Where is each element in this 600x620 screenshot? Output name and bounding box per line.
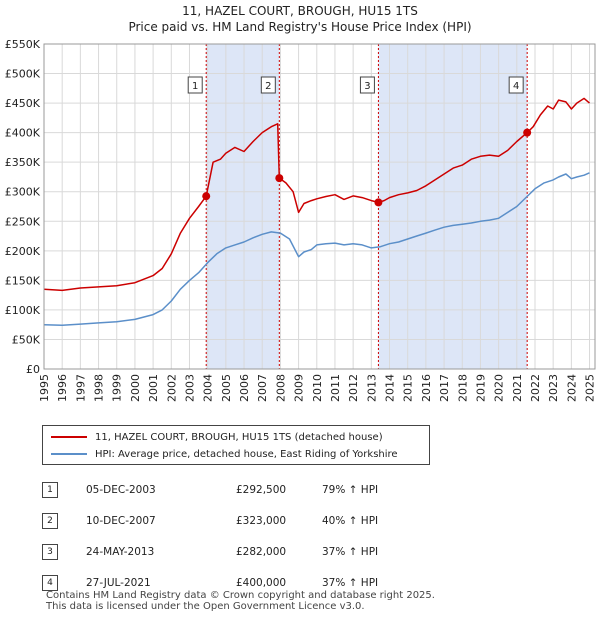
sale-label-number: 1: [192, 81, 198, 92]
sale-point: [275, 174, 284, 183]
x-tick-label: 2007: [256, 374, 269, 402]
y-tick-label: £500K: [5, 68, 41, 81]
x-tick-label: 1999: [111, 374, 124, 402]
chart-title: 11, HAZEL COURT, BROUGH, HU15 1TS: [182, 4, 418, 18]
table-row: 4 27-JUL-2021 £400,000 37% ↑ HPI: [42, 567, 378, 598]
y-tick-label: £350K: [5, 156, 41, 169]
chart-subtitle: Price paid vs. HM Land Registry's House …: [128, 20, 472, 34]
x-tick-label: 1997: [74, 374, 87, 402]
sale-price: £323,000: [236, 514, 287, 527]
x-tick-label: 2000: [129, 374, 142, 402]
sale-label-box: [187, 76, 203, 94]
sale-marker-box: 4: [42, 574, 58, 591]
sale-marker-box: 1: [42, 481, 58, 498]
ownership-band: [206, 44, 280, 369]
y-tick-label: £200K: [5, 245, 41, 258]
y-tick-label: £400K: [5, 127, 41, 140]
table-row: 1 05-DEC-2003 £292,500 79% ↑ HPI: [42, 474, 378, 505]
y-tick-label: £100K: [5, 304, 41, 317]
footer: Contains HM Land Registry data © Crown c…: [46, 590, 435, 612]
sale-label-number: 2: [265, 81, 271, 92]
x-tick-label: 2023: [547, 374, 560, 402]
sale-label-number: 4: [513, 81, 519, 92]
sale-hpi-change: 37% ↑ HPI: [322, 576, 379, 589]
sale-point: [523, 128, 532, 137]
x-tick-label: 1998: [93, 374, 106, 402]
sale-point: [202, 192, 211, 201]
sale-date: 10-DEC-2007: [86, 514, 156, 527]
x-tick-label: 2006: [238, 374, 251, 402]
sale-date: 27-JUL-2021: [86, 576, 151, 589]
legend: 11, HAZEL COURT, BROUGH, HU15 1TS (detac…: [42, 425, 430, 465]
plot-border: [43, 43, 596, 370]
legend-item-property: 11, HAZEL COURT, BROUGH, HU15 1TS (detac…: [51, 430, 383, 444]
x-tick-label: 2001: [147, 374, 160, 402]
table-row: 2 10-DEC-2007 £323,000 40% ↑ HPI: [42, 505, 378, 536]
y-tick-label: £0: [26, 363, 40, 376]
sale-date: 05-DEC-2003: [86, 483, 156, 496]
x-tick-label: 2016: [420, 374, 433, 402]
sale-label-box: [260, 76, 276, 94]
x-tick-label: 2002: [165, 374, 178, 402]
y-tick-label: £50K: [12, 333, 41, 346]
ownership-band: [378, 44, 528, 369]
sale-hpi-change: 37% ↑ HPI: [322, 545, 379, 558]
x-tick-label: 2003: [183, 374, 196, 402]
footer-license: This data is licensed under the Open Gov…: [46, 601, 365, 612]
legend-swatch-hpi: [51, 453, 87, 455]
sale-price: £292,500: [236, 483, 287, 496]
sale-marker-box: 3: [42, 543, 58, 560]
x-tick-label: 2009: [293, 374, 306, 402]
x-tick-label: 2012: [347, 374, 360, 402]
x-tick-label: 2021: [511, 374, 524, 402]
y-tick-label: £250K: [5, 215, 41, 228]
x-tick-label: 2019: [474, 374, 487, 402]
x-tick-label: 2020: [493, 374, 506, 402]
sale-hpi-change: 40% ↑ HPI: [322, 514, 379, 527]
x-tick-label: 2015: [402, 374, 415, 402]
hpi-line: [43, 172, 590, 327]
x-tick-label: 2014: [384, 374, 397, 402]
sales-table: 1 05-DEC-2003 £292,500 79% ↑ HPI 2 10-DE…: [42, 474, 378, 598]
sale-label-number: 3: [364, 81, 370, 92]
y-tick-label: £550K: [5, 38, 41, 51]
x-tick-label: 2011: [329, 374, 342, 402]
x-tick-label: 2010: [311, 374, 324, 402]
x-tick-label: 2017: [438, 374, 451, 402]
y-tick-label: £450K: [5, 97, 41, 110]
sale-price: £282,000: [236, 545, 287, 558]
sale-price: £400,000: [236, 576, 287, 589]
x-tick-label: 2022: [529, 374, 542, 402]
sale-label-box: [508, 76, 524, 94]
x-tick-label: 2005: [220, 374, 233, 402]
sale-marker-box: 2: [42, 512, 58, 529]
property-price-line: [43, 97, 590, 292]
legend-label-property: 11, HAZEL COURT, BROUGH, HU15 1TS (detac…: [95, 431, 383, 443]
table-row: 3 24-MAY-2013 £282,000 37% ↑ HPI: [42, 536, 378, 567]
sale-hpi-change: 79% ↑ HPI: [322, 483, 379, 496]
sale-date: 24-MAY-2013: [86, 545, 155, 558]
x-tick-label: 2025: [584, 374, 597, 402]
x-tick-label: 2024: [565, 374, 578, 402]
x-tick-label: 1996: [56, 374, 69, 402]
legend-item-hpi: HPI: Average price, detached house, East…: [51, 447, 398, 461]
footer-copyright: Contains HM Land Registry data © Crown c…: [46, 590, 435, 601]
x-tick-label: 2008: [274, 374, 287, 402]
y-tick-label: £150K: [5, 274, 41, 287]
price-chart: £0 £50K £100K £150K £200K £250K £300K £350K £400…: [5, 38, 597, 402]
x-tick-label: 2004: [202, 374, 215, 402]
legend-swatch-property: [51, 436, 87, 438]
legend-label-hpi: HPI: Average price, detached house, East…: [95, 448, 398, 460]
y-tick-label: £300K: [5, 186, 41, 199]
sale-point: [374, 198, 383, 207]
x-tick-label: 1995: [38, 374, 51, 402]
sale-label-box: [359, 76, 375, 94]
x-tick-label: 2013: [365, 374, 378, 402]
x-tick-label: 2018: [456, 374, 469, 402]
